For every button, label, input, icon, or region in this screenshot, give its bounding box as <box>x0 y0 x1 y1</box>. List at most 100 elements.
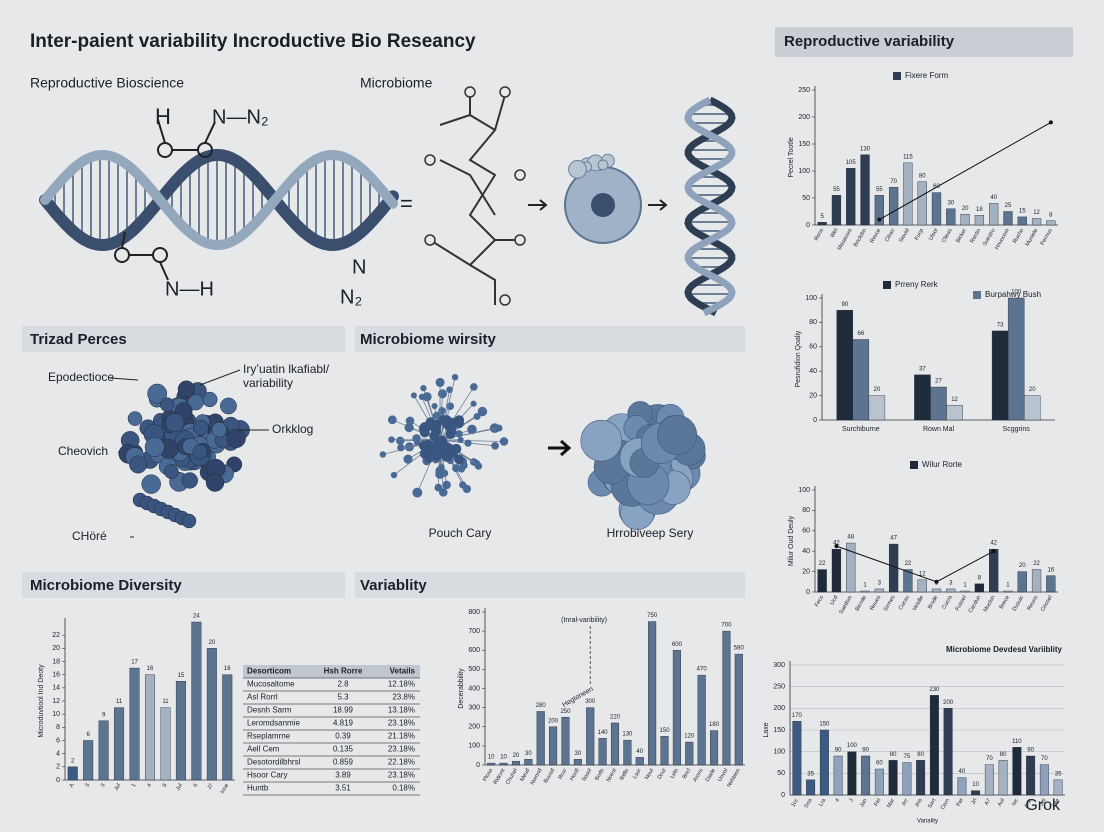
x-tick-label: Arr <box>901 798 910 807</box>
legend-swatch <box>883 281 891 289</box>
callout-label: Orkklog <box>272 422 313 436</box>
arrow <box>528 199 668 211</box>
section-title: Microbiome wirsity <box>360 331 497 348</box>
value-label: 250 <box>560 709 571 715</box>
bar <box>874 195 884 226</box>
microbe <box>429 431 440 442</box>
bar <box>586 707 595 766</box>
vesicle <box>568 160 587 179</box>
bar <box>710 730 719 766</box>
bar <box>648 621 657 766</box>
microbe <box>412 487 423 498</box>
bar <box>852 339 870 421</box>
legend-swatch <box>910 461 918 469</box>
y-tick-label: 100 <box>798 487 810 494</box>
value-label: 15 <box>1019 208 1026 214</box>
bar <box>660 736 669 766</box>
section-title: Reproductive variability <box>784 33 955 50</box>
value-label: 75 <box>904 754 911 760</box>
legend-label: Fixere Form <box>905 71 948 80</box>
y-tick-label: 0 <box>476 762 480 769</box>
x-tick-label: Fecs <box>814 595 825 609</box>
protein-bead <box>192 444 208 460</box>
diagram-caption: Hrrobiveep Sery <box>607 526 694 540</box>
microbe <box>424 452 435 463</box>
atom <box>514 169 526 181</box>
atom <box>424 234 436 246</box>
value-label: 8 <box>978 575 982 581</box>
value-label: 90 <box>841 302 848 308</box>
value-label: 30 <box>575 751 582 757</box>
table-cell: 3.89 <box>335 771 351 780</box>
value-label: 170 <box>792 713 803 719</box>
y-tick-label: 20 <box>809 392 817 399</box>
microbe <box>388 436 395 443</box>
bar <box>917 181 927 226</box>
value-label: 80 <box>1000 752 1007 758</box>
value-label: 20 <box>874 387 881 393</box>
bar <box>561 716 570 766</box>
bar <box>511 760 520 766</box>
section-title: Microbiome Diversity <box>30 577 182 594</box>
value-label: 22 <box>819 561 826 567</box>
x-tick-label: A <box>69 782 76 788</box>
callout-label: Epodectioce <box>48 370 114 384</box>
x-tick-label: Fet <box>956 797 965 807</box>
value-label: 70 <box>1041 756 1048 762</box>
trend-point <box>991 549 996 554</box>
y-tick-label: 100 <box>798 168 810 175</box>
value-label: 12 <box>919 571 926 577</box>
value-label: 80 <box>919 173 926 179</box>
x-tick-label: Lra <box>818 797 828 808</box>
microbe <box>495 424 503 432</box>
y-tick-label: 20 <box>802 568 810 575</box>
x-tick-label: Sart <box>927 797 937 809</box>
y-tick-label: 300 <box>468 704 480 711</box>
value-label: 3 <box>878 581 882 587</box>
bar <box>868 395 886 421</box>
callout-line <box>199 369 241 386</box>
x-tick-label: Fel <box>873 798 882 808</box>
bar <box>861 755 871 796</box>
table-header: Desorticom <box>247 667 291 676</box>
x-tick-label: 8 <box>162 783 169 789</box>
microbe <box>438 406 446 415</box>
value-label: 80 <box>890 752 897 758</box>
x-tick-label: Mar <box>886 798 896 809</box>
microbe <box>441 449 452 460</box>
protein-bead <box>220 397 237 415</box>
value-label: 17 <box>131 660 138 666</box>
table-cell: Desotordilbhrsl <box>247 758 301 767</box>
section-title: Microbiome <box>360 75 433 91</box>
x-axis-label: Variality <box>917 819 938 825</box>
vesicle <box>597 159 609 171</box>
x-tick-label: Corn <box>940 798 951 811</box>
protein-bead <box>205 473 225 492</box>
y-tick-label: 150 <box>798 141 810 148</box>
bar <box>1026 755 1036 796</box>
value-label: 6 <box>87 732 91 738</box>
table-cell: 0.859 <box>333 758 354 767</box>
bar <box>1031 218 1042 226</box>
table-cell: 0.18% <box>392 784 415 793</box>
section-title: Trizad Perces <box>30 331 127 348</box>
bar <box>836 310 854 421</box>
value-label: 12 <box>951 397 958 403</box>
bar <box>903 569 913 593</box>
bar <box>160 707 171 781</box>
y-tick-label: 6 <box>56 737 60 744</box>
microbe <box>435 469 445 479</box>
x-tick-label: Ucd <box>829 595 839 606</box>
y-tick-label: 14 <box>52 685 60 692</box>
table-cell: Asl Rorrl <box>247 693 278 702</box>
y-tick-label: 40 <box>802 548 810 555</box>
y-tick-label: 40 <box>809 368 817 375</box>
value-label: 42 <box>833 541 840 547</box>
header-band <box>22 326 345 352</box>
y-tick-label: 2 <box>56 764 60 771</box>
y-tick-label: 50 <box>802 195 810 202</box>
protein-bead <box>226 428 246 448</box>
bar <box>1046 220 1056 226</box>
value-label: 30 <box>525 751 532 757</box>
x-tick-label: Jan <box>859 798 869 809</box>
